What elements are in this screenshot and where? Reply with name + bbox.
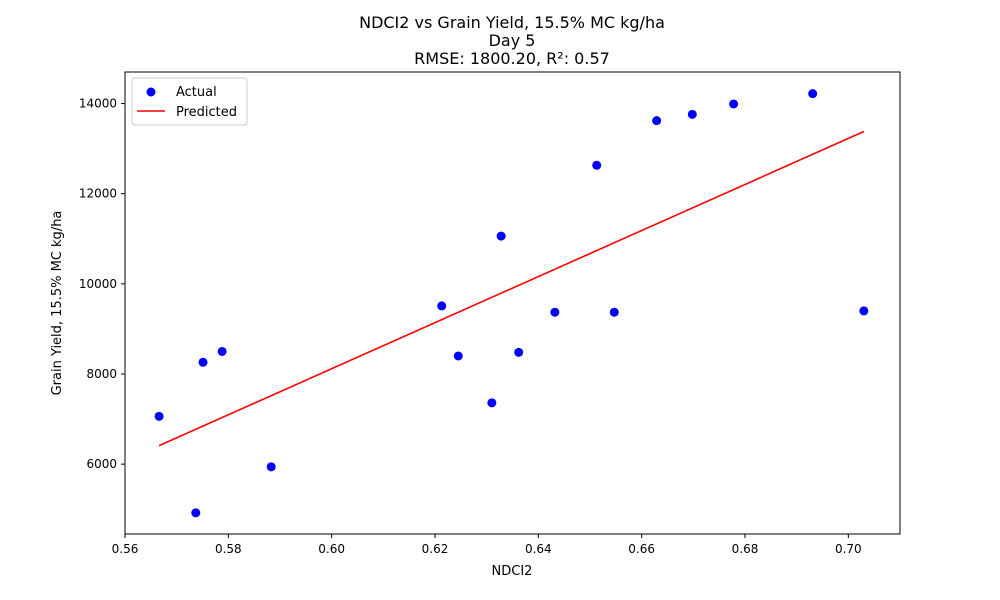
x-tick-label: 0.68 — [732, 542, 759, 556]
y-tick-label: 14000 — [79, 97, 117, 111]
y-tick-label: 6000 — [86, 457, 117, 471]
x-tick-label: 0.56 — [112, 542, 139, 556]
x-tick-label: 0.60 — [318, 542, 345, 556]
predicted-regression-line — [158, 130, 865, 447]
y-tick-label: 10000 — [79, 277, 117, 291]
x-tick-label: 0.58 — [215, 542, 242, 556]
actual-data-point — [453, 351, 463, 361]
chart-title-line-2: Day 5 — [489, 31, 536, 50]
actual-data-point — [217, 346, 227, 356]
actual-data-point — [729, 99, 739, 109]
actual-data-point — [154, 411, 164, 421]
x-tick-label: 0.70 — [835, 542, 862, 556]
actual-data-point — [437, 301, 447, 311]
x-tick-label: 0.64 — [525, 542, 552, 556]
actual-data-point — [609, 307, 619, 317]
legend-predicted-label: Predicted — [176, 105, 237, 120]
chart-title-line-1: NDCI2 vs Grain Yield, 15.5% MC kg/ha — [359, 13, 665, 32]
legend-frame — [131, 77, 248, 126]
plot-frame — [124, 71, 901, 535]
x-axis-label: NDCI2 — [492, 564, 533, 579]
actual-data-point — [859, 306, 869, 316]
legend-actual-label: Actual — [176, 85, 217, 100]
actual-data-point — [808, 89, 818, 99]
y-tick-label: 12000 — [79, 187, 117, 201]
x-tick-label: 0.66 — [628, 542, 655, 556]
axis-ticks: 0.56 0.58 0.60 0.62 0.64 0.66 0.68 0.70 6000 8000… — [79, 97, 862, 556]
x-tick-label: 0.62 — [422, 542, 449, 556]
actual-data-point — [496, 231, 506, 241]
plot-area — [154, 89, 869, 518]
actual-data-point — [514, 347, 524, 357]
legend: Actual Predicted — [131, 77, 248, 126]
actual-data-point — [592, 160, 602, 170]
y-tick-label: 8000 — [86, 367, 117, 381]
chart-title-line-3: RMSE: 1800.20, R²: 0.57 — [414, 49, 610, 68]
y-axis-label: Grain Yield, 15.5% MC kg/ha — [50, 211, 65, 396]
actual-data-point — [687, 109, 697, 119]
actual-data-point — [198, 357, 208, 367]
actual-data-point — [652, 116, 662, 126]
legend-actual-marker — [146, 87, 156, 97]
actual-data-point — [191, 508, 201, 518]
actual-data-point — [266, 462, 276, 472]
actual-data-point — [550, 307, 560, 317]
actual-data-point — [487, 398, 497, 408]
